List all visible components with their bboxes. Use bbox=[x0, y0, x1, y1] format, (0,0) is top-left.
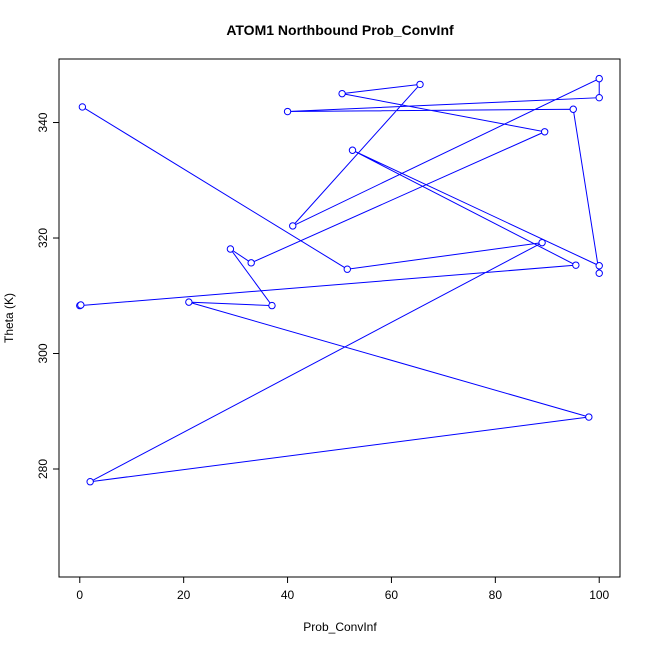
y-tick-label-340: 340 bbox=[36, 112, 50, 132]
data-point-3 bbox=[86, 478, 94, 486]
x-axis-label: Prob_ConvInf bbox=[303, 620, 377, 634]
data-point-8 bbox=[247, 259, 255, 267]
data-point-5 bbox=[185, 298, 193, 306]
x-axis: 0 20 40 60 80 100 bbox=[76, 577, 610, 602]
data-point-14 bbox=[595, 93, 603, 102]
data-point-12 bbox=[289, 222, 297, 230]
x-tick-label-60: 60 bbox=[385, 588, 399, 602]
data-point-18 bbox=[595, 262, 603, 270]
data-point-9 bbox=[540, 128, 549, 136]
data-point-11 bbox=[416, 80, 424, 89]
y-tick-label-320: 320 bbox=[36, 228, 50, 248]
plot-frame bbox=[58, 58, 621, 578]
y-axis: 280 300 320 340 bbox=[36, 112, 59, 479]
data-point-22 bbox=[77, 301, 85, 309]
data-point-13 bbox=[595, 74, 603, 83]
data-point-16 bbox=[569, 105, 577, 113]
data-point-7 bbox=[226, 245, 235, 253]
chart-title: ATOM1 Northbound Prob_ConvInf bbox=[226, 22, 454, 38]
x-tick-label-100: 100 bbox=[589, 588, 609, 602]
y-axis-label: Theta (K) bbox=[2, 293, 16, 343]
data-point-2 bbox=[538, 238, 546, 247]
series-layer bbox=[76, 74, 603, 486]
data-point-0 bbox=[78, 103, 87, 111]
data-point-20 bbox=[572, 261, 580, 269]
data-point-19 bbox=[348, 146, 357, 154]
data-point-1 bbox=[343, 265, 351, 273]
x-tick-label-40: 40 bbox=[281, 588, 295, 602]
data-point-17 bbox=[595, 269, 603, 277]
x-tick-label-80: 80 bbox=[489, 588, 503, 602]
series-line-0 bbox=[79, 77, 600, 483]
data-point-4 bbox=[585, 413, 593, 421]
y-tick-label-280: 280 bbox=[36, 459, 50, 479]
data-point-10 bbox=[338, 89, 346, 98]
data-point-15 bbox=[283, 107, 292, 116]
data-point-6 bbox=[268, 301, 276, 310]
x-tick-label-0: 0 bbox=[76, 588, 83, 602]
x-tick-label-20: 20 bbox=[177, 588, 191, 602]
y-tick-label-300: 300 bbox=[36, 343, 50, 363]
